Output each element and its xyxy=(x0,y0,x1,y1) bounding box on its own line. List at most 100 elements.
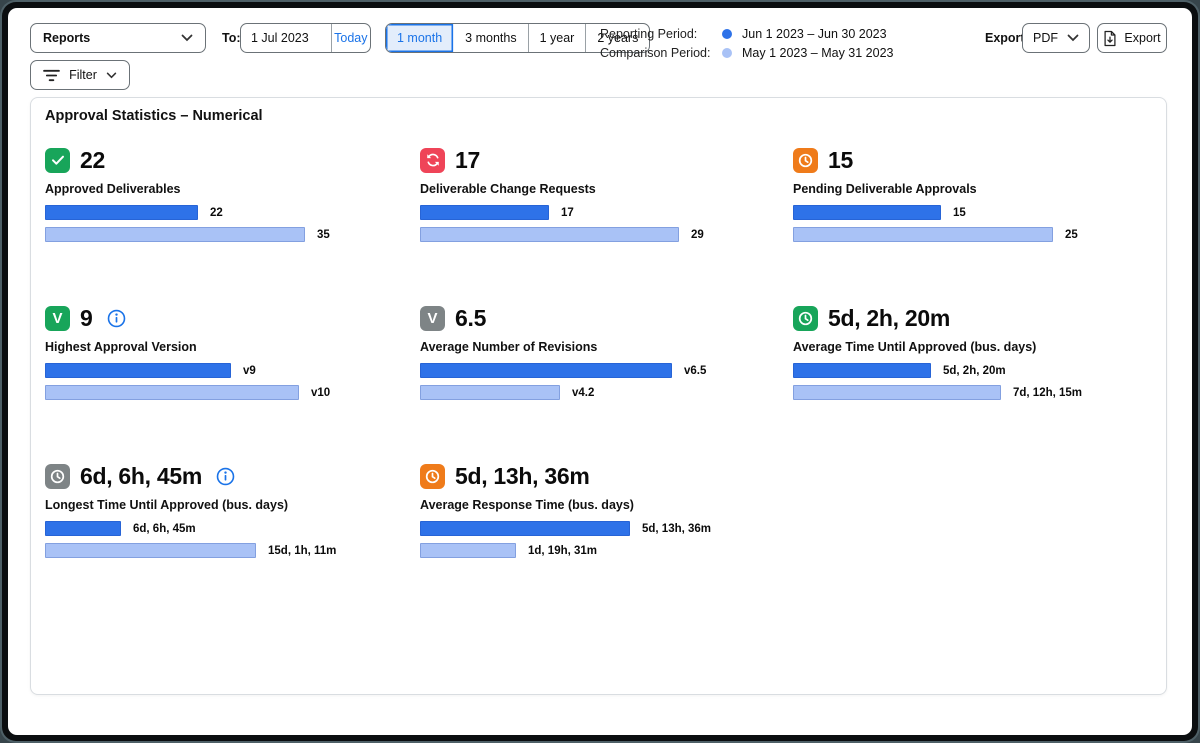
reporting-period-bar xyxy=(793,205,941,220)
bar-value-label: 22 xyxy=(210,206,223,219)
comparison-period-bar xyxy=(45,227,305,242)
comparison-period-bar xyxy=(793,385,1001,400)
version-icon: V xyxy=(45,305,70,331)
metric-card-average-time-until-approved: 5d, 2h, 20m Average Time Until Approved … xyxy=(793,305,1141,400)
date-range-control: 1 Jul 2023 Today xyxy=(240,23,371,53)
comparison-period-bar xyxy=(45,385,299,400)
metric-value: 15 xyxy=(828,146,853,173)
bar-value-label: v10 xyxy=(311,386,331,399)
comparison-period-bar xyxy=(420,227,679,242)
metric-label: Highest Approval Version xyxy=(45,340,197,354)
comparison-period-bar xyxy=(793,227,1053,242)
metric-value: 5d, 2h, 20m xyxy=(828,304,950,331)
export-button[interactable]: Export xyxy=(1097,23,1167,53)
page-content: Reports Filter To: 1 Jul 2023 Today 1 mo… xyxy=(8,8,1192,735)
info-icon[interactable] xyxy=(107,309,126,328)
export-button-label: Export xyxy=(1124,31,1161,45)
comparison-period-legend: Comparison Period: May 1 2023 – May 31 2… xyxy=(600,46,894,60)
metric-card-average-number-of-revisions: V 6.5 Average Number of Revisions v6.5 v… xyxy=(420,305,768,400)
metric-value: 6d, 6h, 45m xyxy=(80,462,202,489)
reporting-period-bar xyxy=(420,205,549,220)
metric-value: 17 xyxy=(455,146,480,173)
check-icon xyxy=(45,147,70,173)
comparison-period-label: Comparison Period: xyxy=(600,46,711,60)
metric-value: 5d, 13h, 36m xyxy=(455,462,590,489)
export-format-value: PDF xyxy=(1033,31,1058,45)
bar-value-label: 5d, 2h, 20m xyxy=(943,364,1006,377)
metric-card-longest-time-until-approved: 6d, 6h, 45m Longest Time Until Approved … xyxy=(45,463,393,558)
metric-label: Average Number of Revisions xyxy=(420,340,598,354)
metric-card-pending-deliverable-approvals: 15 Pending Deliverable Approvals 15 25 xyxy=(793,147,1141,242)
bar-value-label: 35 xyxy=(317,228,330,241)
filter-icon xyxy=(43,69,60,81)
export-format-select[interactable]: PDF xyxy=(1022,23,1090,53)
bar-value-label: 15 xyxy=(953,206,966,219)
period-1-year[interactable]: 1 year xyxy=(529,24,587,52)
version-icon-glyph: V xyxy=(427,309,438,327)
period-3-months[interactable]: 3 months xyxy=(454,24,529,52)
metric-card-average-response-time: 5d, 13h, 36m Average Response Time (bus.… xyxy=(420,463,768,558)
reporting-period-dot xyxy=(722,29,732,39)
metric-label: Average Time Until Approved (bus. days) xyxy=(793,340,1037,354)
metric-label: Pending Deliverable Approvals xyxy=(793,182,977,196)
version-icon: V xyxy=(420,305,445,331)
comparison-period-bar xyxy=(420,385,560,400)
reports-select-label: Reports xyxy=(43,31,91,45)
version-icon-glyph: V xyxy=(52,309,63,327)
metric-label: Average Response Time (bus. days) xyxy=(420,498,634,512)
period-selector: 1 month 3 months 1 year 2 years xyxy=(385,23,651,53)
bar-value-label: v6.5 xyxy=(684,364,707,377)
stats-panel: Approval Statistics – Numerical 22 Appro… xyxy=(30,97,1167,695)
bar-value-label: 7d, 12h, 15m xyxy=(1013,386,1083,399)
filter-button[interactable]: Filter xyxy=(30,60,130,90)
chevron-down-icon xyxy=(181,34,193,42)
metric-value: 6.5 xyxy=(455,304,487,331)
bar-value-label: 5d, 13h, 36m xyxy=(642,522,712,535)
reporting-period-bar xyxy=(45,205,198,220)
bar-value-label: v4.2 xyxy=(572,386,595,399)
clock-icon xyxy=(45,463,70,489)
bar-value-label: 15d, 1h, 11m xyxy=(268,544,337,557)
reporting-period-label: Reporting Period: xyxy=(600,27,698,41)
clock-icon xyxy=(793,147,818,173)
filter-button-label: Filter xyxy=(69,68,97,82)
chevron-down-icon xyxy=(1067,34,1079,42)
metric-label: Longest Time Until Approved (bus. days) xyxy=(45,498,289,512)
bar-value-label: v9 xyxy=(243,364,256,377)
refresh-icon xyxy=(420,147,445,173)
comparison-period-value: May 1 2023 – May 31 2023 xyxy=(742,46,894,60)
clock-icon xyxy=(793,305,818,331)
clock-icon xyxy=(420,463,445,489)
bar-value-label: 1d, 19h, 31m xyxy=(528,544,598,557)
bar-value-label: 25 xyxy=(1065,228,1078,241)
date-input[interactable]: 1 Jul 2023 xyxy=(251,31,309,45)
reporting-period-bar xyxy=(45,521,121,536)
comparison-period-dot xyxy=(722,48,732,58)
metric-label: Approved Deliverables xyxy=(45,182,181,196)
comparison-period-bar xyxy=(45,543,256,558)
export-label: Export: xyxy=(985,31,1029,45)
to-label: To: xyxy=(222,31,241,45)
reports-select[interactable]: Reports xyxy=(30,23,206,53)
export-file-icon xyxy=(1104,30,1116,46)
bar-value-label: 17 xyxy=(561,206,574,219)
bar-value-label: 29 xyxy=(691,228,704,241)
reporting-period-bar xyxy=(420,521,630,536)
info-icon[interactable] xyxy=(216,467,235,486)
reporting-period-legend: Reporting Period: Jun 1 2023 – Jun 30 20… xyxy=(600,27,887,41)
metric-value: 9 xyxy=(80,304,93,331)
bar-value-label: 6d, 6h, 45m xyxy=(133,522,196,535)
comparison-period-bar xyxy=(420,543,516,558)
period-1-month[interactable]: 1 month xyxy=(386,24,455,52)
period-2-years[interactable]: 2 years xyxy=(597,31,639,45)
chevron-down-icon xyxy=(106,72,117,78)
today-button[interactable]: Today xyxy=(330,24,370,52)
panel-title: Approval Statistics – Numerical xyxy=(45,108,263,124)
metric-card-approved-deliverables: 22 Approved Deliverables 22 35 xyxy=(45,147,393,242)
metric-value: 22 xyxy=(80,146,105,173)
reporting-period-bar xyxy=(420,363,672,378)
reporting-period-bar xyxy=(45,363,231,378)
metric-label: Deliverable Change Requests xyxy=(420,182,596,196)
